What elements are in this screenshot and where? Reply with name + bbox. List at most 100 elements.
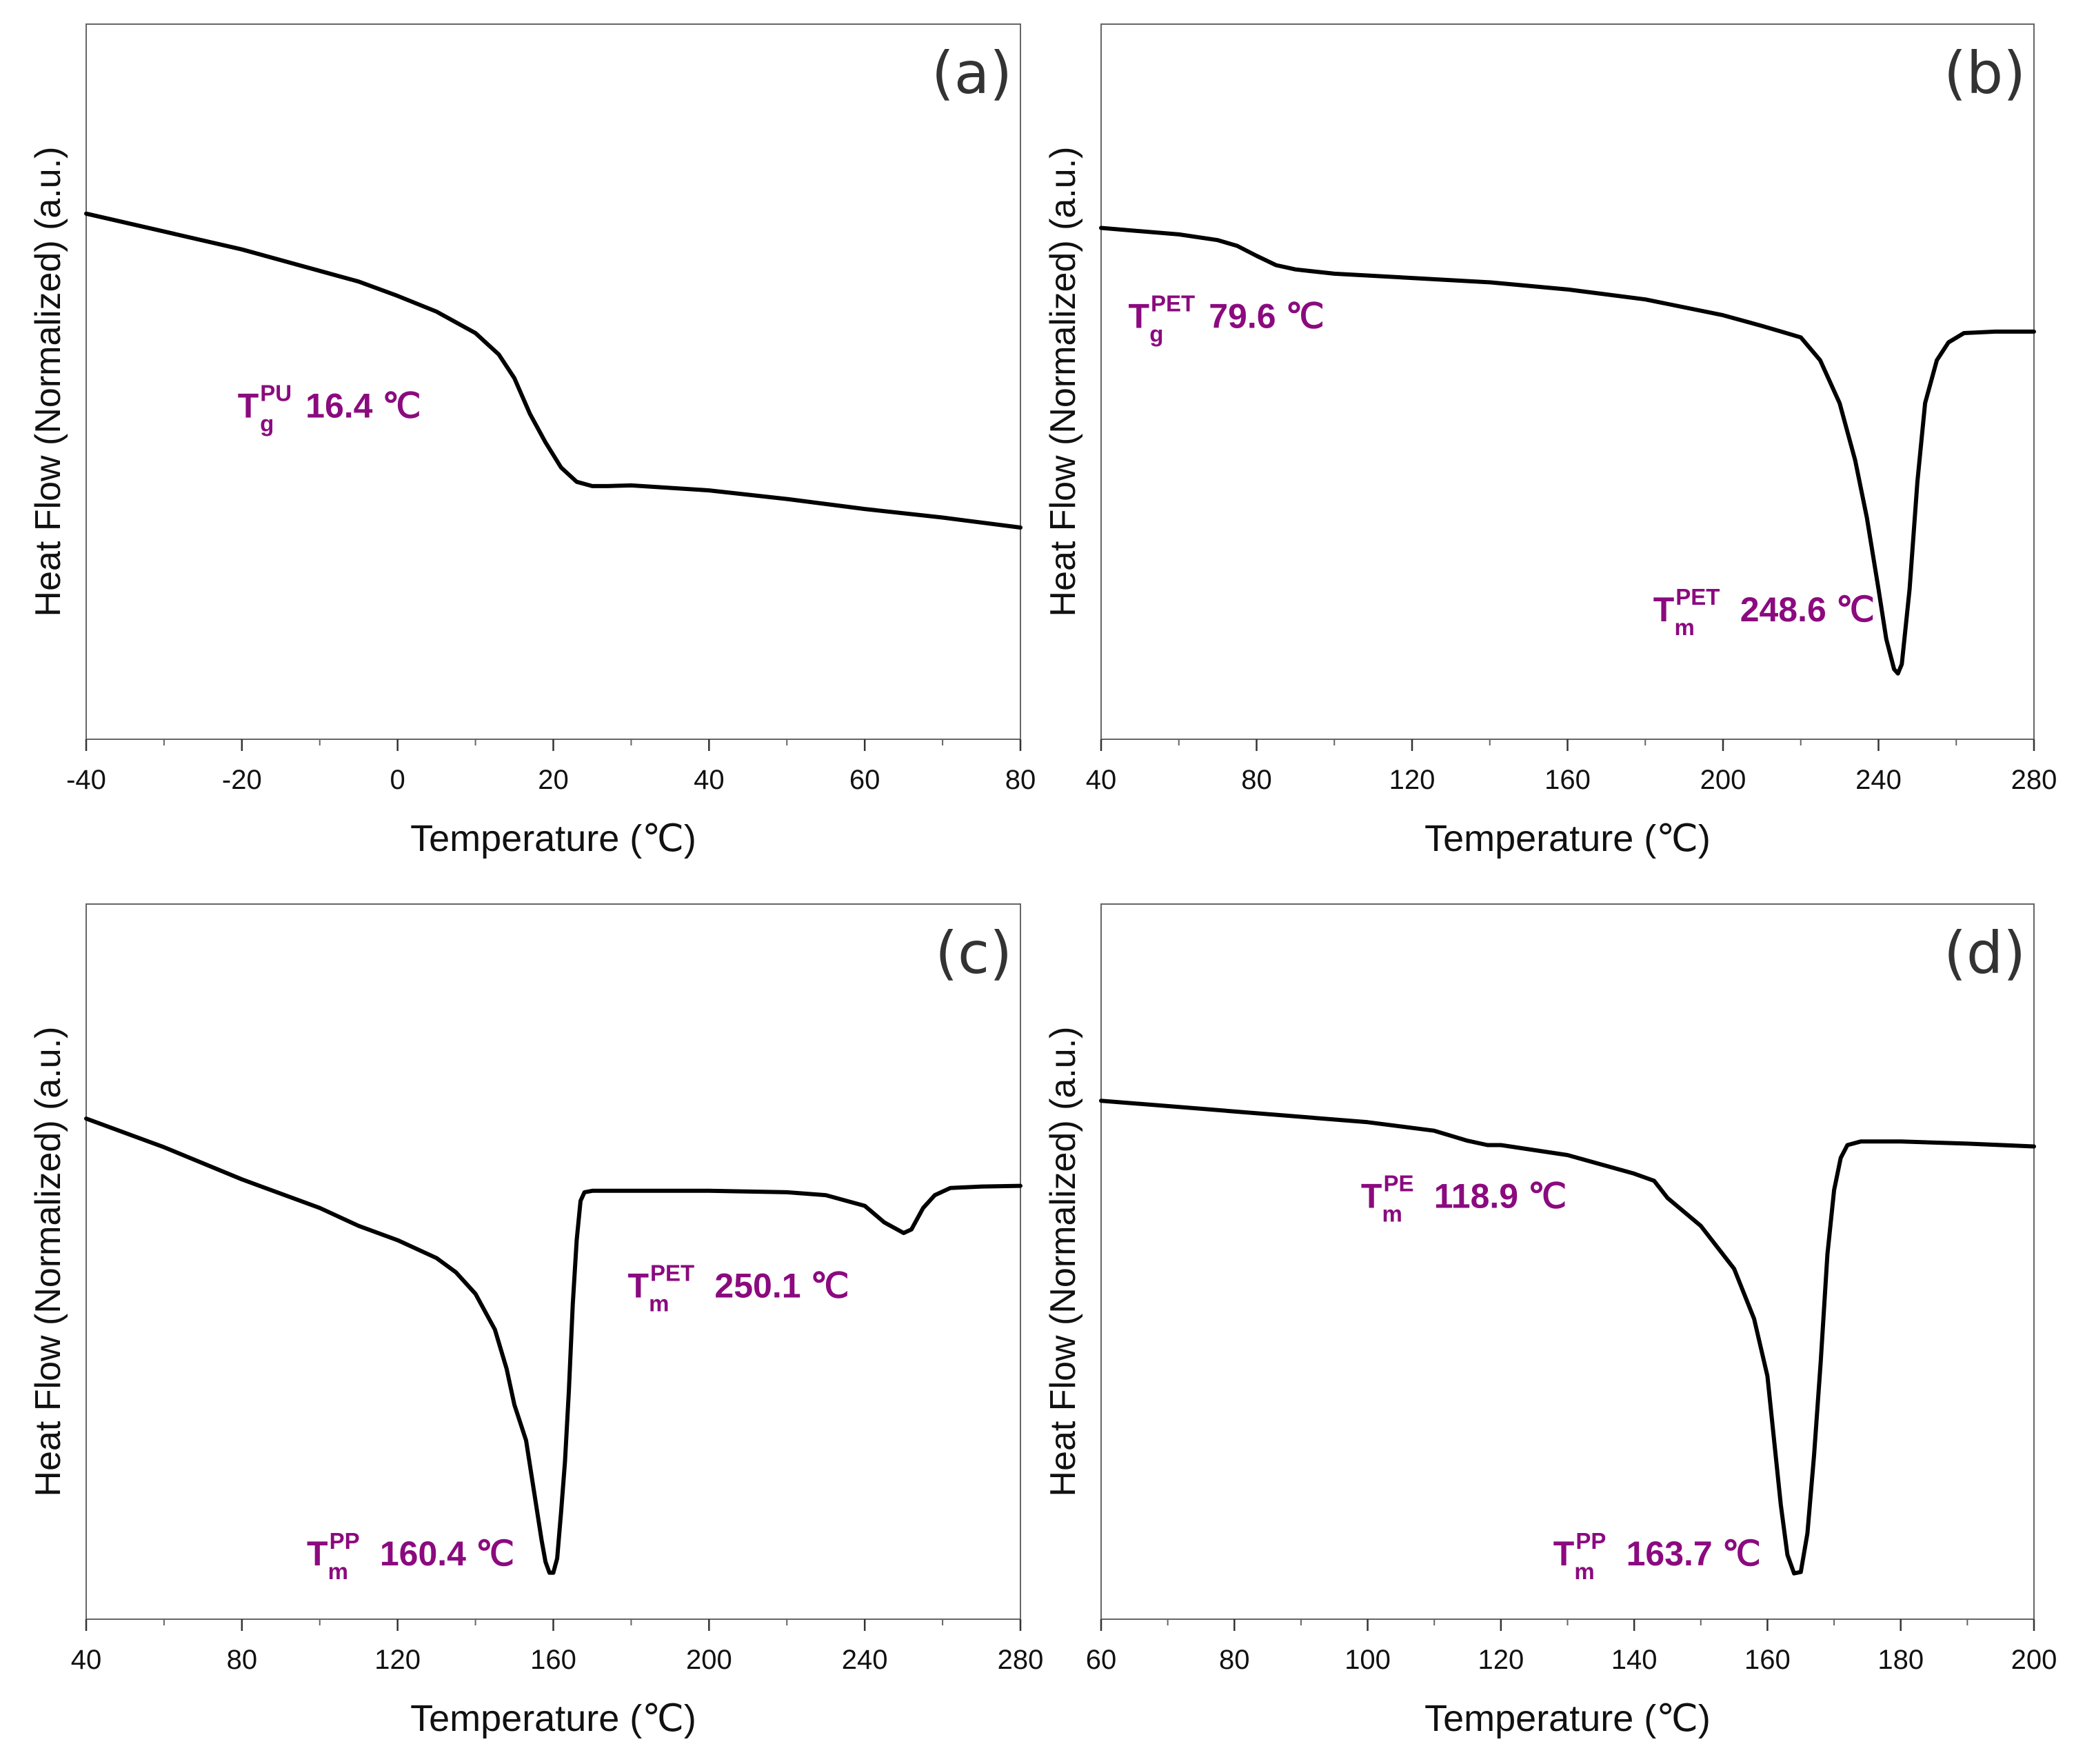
data-point	[1644, 298, 1646, 301]
data-point	[1666, 1196, 1669, 1199]
data-point	[1820, 1361, 1822, 1363]
data-point	[1786, 1554, 1789, 1556]
x-axis-title: Temperature (℃)	[1424, 1698, 1711, 1739]
x-tick-label: 120	[1478, 1645, 1524, 1675]
annotation-label: TPP m 160.4 ℃	[307, 1528, 514, 1584]
annotation-superscript: PET	[1675, 584, 1720, 610]
data-point	[575, 481, 578, 483]
data-point	[1275, 263, 1278, 267]
panel-label: (a)	[931, 39, 1012, 107]
data-point	[1833, 1189, 1835, 1192]
data-point	[1893, 668, 1895, 670]
y-axis-title: Heat Flow (Normalized) (a.u.)	[28, 147, 68, 617]
data-point	[1333, 272, 1336, 275]
data-point	[1800, 1570, 1802, 1574]
annotation-value: 79.6 ℃	[1199, 297, 1324, 336]
annotation-superscript: PE	[1383, 1171, 1413, 1196]
data-point	[1877, 588, 1880, 590]
dsc-curve	[1099, 1099, 2036, 1576]
data-point	[1633, 1172, 1635, 1175]
data-point	[1838, 402, 1841, 405]
data-point	[980, 1185, 983, 1188]
data-point	[1236, 244, 1238, 248]
data-point	[1966, 1142, 1968, 1145]
data-point	[863, 1205, 866, 1207]
data-point	[606, 485, 610, 488]
annotation-label: TPE m 118.9 ℃	[1361, 1171, 1567, 1227]
data-point	[1100, 226, 1102, 230]
panel-label: (c)	[935, 919, 1012, 987]
panel-c: 40 80 120 160 200 240 280 Temperature (℃) Heat F…	[28, 903, 1044, 1739]
x-tick-label: 160	[1744, 1645, 1791, 1675]
data-point	[903, 1232, 905, 1234]
annotation-subscript: g	[1149, 321, 1163, 347]
y-axis-title: Heat Flow (Normalized) (a.u.)	[28, 1027, 68, 1497]
annotation-subscript: m	[649, 1290, 669, 1316]
data-point	[934, 1194, 936, 1196]
x-tick-label: 200	[1700, 765, 1746, 795]
annotation-value: 248.6 ℃	[1731, 590, 1875, 629]
data-point	[396, 294, 399, 297]
annotation-subscript: m	[1574, 1558, 1594, 1584]
data-point	[1916, 481, 1919, 483]
data-point	[1566, 1154, 1569, 1156]
data-point	[579, 1199, 582, 1202]
data-point	[435, 1256, 438, 1259]
annotation-subscript: m	[1382, 1201, 1402, 1227]
annotation-label: TPU g 16.4 ℃	[238, 380, 421, 436]
data-point	[241, 248, 243, 251]
panel-a: -40 -20 0 20 40 60 80 Temperature (℃) Heat Flow …	[28, 23, 1036, 859]
data-point	[1900, 663, 1903, 665]
annotation-subscript: g	[260, 410, 274, 436]
panel-b: 40 80 120 160 200 240 280 Temperature (℃) Heat F…	[1043, 23, 2057, 859]
panel-label: (b)	[1944, 39, 2026, 107]
annotation-superscript: PP	[1575, 1528, 1606, 1554]
x-tick-label: 80	[1219, 1645, 1250, 1675]
data-point	[1255, 254, 1258, 257]
x-axis-title: Temperature (℃)	[410, 1698, 696, 1739]
data-point	[1733, 1267, 1735, 1270]
data-point	[1653, 1179, 1655, 1182]
data-point	[1806, 1532, 1809, 1535]
data-point	[949, 1187, 951, 1190]
annotation-value: 163.7 ℃	[1617, 1534, 1761, 1573]
data-point	[1813, 1453, 1815, 1456]
annotation-symbol: T	[1128, 297, 1149, 336]
data-point	[241, 1178, 243, 1181]
data-point	[825, 1194, 827, 1196]
x-tick-label: 280	[2011, 765, 2057, 795]
data-point	[85, 1117, 88, 1120]
annotation-symbol: T	[307, 1534, 328, 1573]
series-1	[1099, 1099, 2036, 1576]
x-tick-label: 180	[1877, 1645, 1924, 1675]
annotation-symbol: T	[1553, 1534, 1575, 1573]
data-point	[1962, 332, 1966, 334]
data-point	[1840, 1156, 1842, 1159]
annotation-label: TPET g 79.6 ℃	[1128, 291, 1324, 347]
data-point	[474, 1292, 477, 1295]
series-1	[1099, 225, 2036, 676]
x-tick-label: 120	[374, 1645, 421, 1675]
x-tick-label: 200	[686, 1645, 732, 1675]
x-tick-label: 140	[1611, 1645, 1658, 1675]
x-tick-label: 280	[998, 1645, 1044, 1675]
data-point	[513, 377, 516, 379]
data-point	[1489, 281, 1491, 283]
data-point	[357, 280, 360, 283]
data-point	[785, 497, 788, 501]
data-point	[1019, 1184, 1022, 1187]
data-point	[505, 1367, 508, 1370]
annotation-label: TPP m 163.7 ℃	[1553, 1528, 1761, 1584]
data-point	[552, 1571, 555, 1574]
x-axis-title: Temperature (℃)	[1424, 818, 1711, 859]
annotation-label: TPET m 250.1 ℃	[627, 1260, 849, 1316]
data-point	[1500, 1143, 1502, 1147]
dsc-curve	[1099, 225, 2036, 676]
data-point	[563, 1461, 567, 1463]
x-tick-label: 40	[71, 1645, 102, 1675]
dsc-curve	[84, 1116, 1023, 1575]
data-point	[544, 1561, 547, 1563]
annotation-symbol: T	[1653, 590, 1675, 629]
data-point	[1722, 314, 1724, 317]
